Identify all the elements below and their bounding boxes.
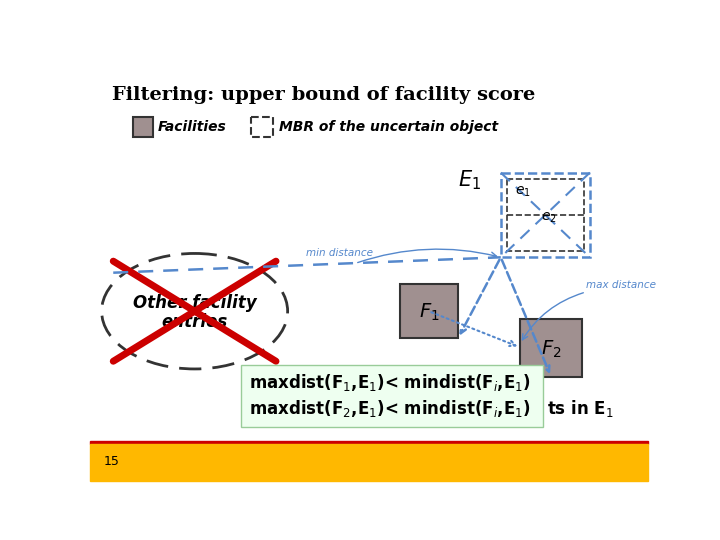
Text: $e_2$: $e_2$ xyxy=(541,211,557,225)
Bar xyxy=(520,319,582,377)
Text: $e_1$: $e_1$ xyxy=(515,184,531,199)
Text: $F_2$: $F_2$ xyxy=(541,339,562,360)
Text: maxdist(F$_2$,E$_1$)< mindist(F$_i$,E$_1$): maxdist(F$_2$,E$_1$)< mindist(F$_i$,E$_1… xyxy=(249,399,531,420)
Text: Facilities: Facilities xyxy=(158,120,227,134)
Bar xyxy=(241,365,544,427)
Text: Other facility: Other facility xyxy=(132,294,256,313)
Text: $F_1$: $F_1$ xyxy=(419,302,439,323)
Bar xyxy=(507,179,584,251)
Text: 15: 15 xyxy=(104,455,120,468)
Text: MBR of the uncertain object: MBR of the uncertain object xyxy=(279,120,498,134)
Text: ts in E$_1$: ts in E$_1$ xyxy=(547,399,614,420)
Bar xyxy=(251,117,273,137)
Text: entries: entries xyxy=(161,313,228,331)
Text: maxdist(F$_1$,E$_1$)< mindist(F$_i$,E$_1$): maxdist(F$_1$,E$_1$)< mindist(F$_i$,E$_1… xyxy=(249,372,531,393)
Bar xyxy=(132,117,153,137)
Bar xyxy=(90,441,648,444)
Bar xyxy=(90,444,648,481)
Text: $E_1$: $E_1$ xyxy=(458,168,481,192)
Text: Filtering: upper bound of facility score: Filtering: upper bound of facility score xyxy=(112,86,535,104)
Bar xyxy=(400,284,458,338)
Text: max distance: max distance xyxy=(586,280,656,290)
Bar xyxy=(500,173,590,257)
Text: min distance: min distance xyxy=(306,248,373,258)
